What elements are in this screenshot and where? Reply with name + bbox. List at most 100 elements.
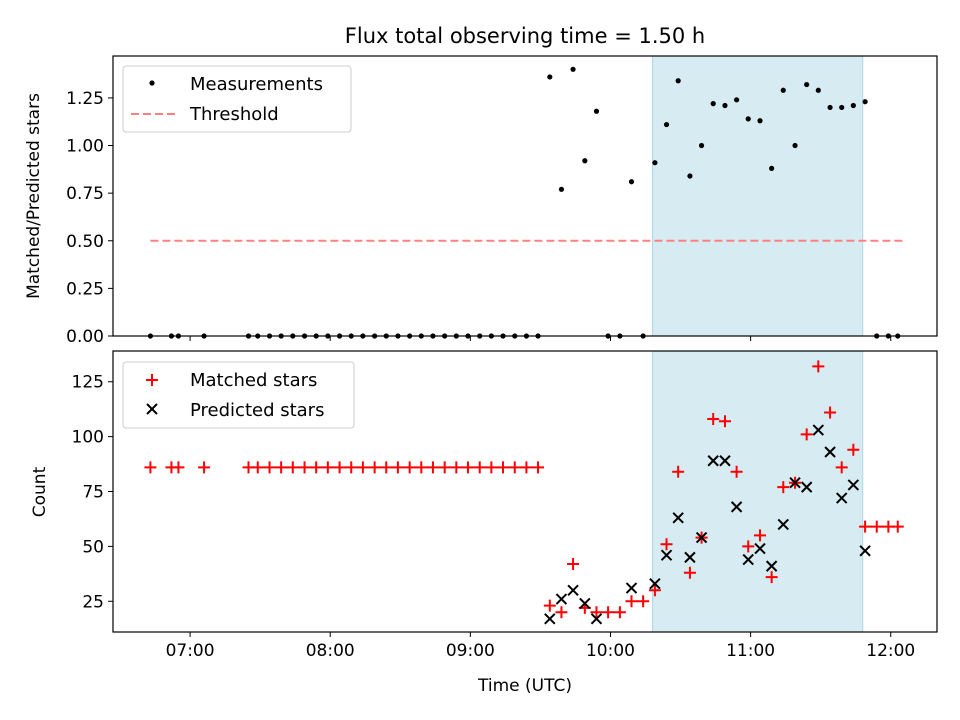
matched-star-point bbox=[198, 461, 211, 474]
bottom-legend-box bbox=[122, 361, 355, 429]
bottom-axes-frame bbox=[112, 350, 938, 633]
predicted-star-point bbox=[649, 577, 661, 590]
measurement-point bbox=[663, 121, 670, 128]
matched-star-point bbox=[543, 599, 556, 612]
predicted-star-point bbox=[590, 613, 603, 625]
top-axes-frame bbox=[112, 55, 938, 337]
matched-star-point bbox=[555, 606, 568, 619]
predicted-star-point bbox=[847, 479, 860, 491]
x-tick-label: 07:00 bbox=[166, 641, 215, 661]
matched-star-point bbox=[800, 428, 813, 441]
measurement-point bbox=[745, 116, 751, 122]
predicted-star-point bbox=[835, 492, 848, 504]
predicted-star-point bbox=[695, 531, 708, 544]
measurement-point bbox=[698, 142, 705, 149]
matched-star-point bbox=[496, 461, 509, 474]
matched-star-point bbox=[321, 461, 334, 474]
bottom-panel: 25 50 75 100 125 07:00 08:00 09:00 10:00 11:00 12… bbox=[30, 350, 938, 696]
matched-star-point bbox=[812, 360, 825, 373]
matched-star-point bbox=[567, 557, 580, 570]
matched-star-point bbox=[426, 461, 439, 474]
matched-star-point bbox=[602, 606, 615, 619]
matched-star-point bbox=[777, 481, 790, 494]
measurement-point bbox=[593, 108, 600, 114]
top-y-axis-label: Matched/Predicted stars bbox=[24, 93, 44, 299]
matched-star-point bbox=[461, 461, 474, 474]
measurement-point bbox=[547, 74, 553, 80]
measurements-legend-marker bbox=[149, 80, 155, 86]
x-tick-label: 12:00 bbox=[866, 641, 915, 661]
matched-star-point bbox=[859, 520, 872, 533]
measurement-point bbox=[839, 104, 845, 111]
bottom-y-ticks: 25 50 75 100 125 bbox=[72, 373, 113, 612]
predicted-star-point bbox=[625, 582, 638, 594]
top-legend: Measurements Threshold bbox=[122, 65, 352, 133]
matched-star-point bbox=[251, 461, 264, 474]
matched-star-point bbox=[718, 415, 731, 428]
matched-star-point bbox=[356, 461, 369, 474]
matched-star-point bbox=[172, 461, 185, 474]
matched-star-point bbox=[368, 461, 381, 474]
x-tick-label: 10:00 bbox=[586, 641, 635, 661]
y-tick-label: 0.00 bbox=[66, 327, 104, 347]
predicted-star-point bbox=[684, 551, 696, 564]
predicted-star-point bbox=[777, 518, 789, 531]
predicted-stars-legend-marker bbox=[146, 403, 158, 415]
predicted-star-point bbox=[555, 593, 568, 605]
matched-stars-legend-marker bbox=[146, 374, 158, 386]
matched-star-point bbox=[590, 606, 603, 619]
highlight-span bbox=[652, 350, 864, 633]
matched-star-point bbox=[275, 461, 288, 474]
matched-star-point bbox=[263, 461, 276, 474]
matched-star-point bbox=[648, 584, 661, 597]
measurement-point bbox=[850, 102, 856, 109]
matched-star-point bbox=[660, 538, 673, 551]
predicted-star-point bbox=[800, 481, 813, 493]
y-tick-label: 50 bbox=[82, 537, 104, 557]
matched-star-point bbox=[286, 461, 299, 474]
predicted-star-points bbox=[544, 424, 871, 625]
measurement-point bbox=[815, 87, 821, 93]
measurement-point bbox=[780, 87, 786, 93]
matched-star-point bbox=[508, 461, 521, 474]
predicted-star-point bbox=[579, 597, 591, 610]
measurement-point bbox=[722, 102, 728, 109]
bottom-highlight-span bbox=[652, 350, 864, 633]
x-tick-label: 08:00 bbox=[306, 641, 355, 661]
matched-star-point bbox=[520, 461, 533, 474]
matched-star-point bbox=[345, 461, 358, 474]
measurement-point bbox=[652, 160, 658, 166]
predicted-stars-legend-label: Predicted stars bbox=[190, 400, 324, 421]
measurement-point bbox=[862, 99, 868, 105]
predicted-star-point bbox=[742, 553, 754, 566]
y-tick-label: 1.25 bbox=[66, 89, 104, 109]
bottom-y-axis-label: Count bbox=[30, 466, 50, 517]
measurement-point bbox=[769, 165, 775, 171]
matched-star-point bbox=[438, 461, 451, 474]
measurement-point bbox=[827, 104, 833, 111]
chart-title: Flux total observing time = 1.50 h bbox=[345, 24, 705, 48]
predicted-star-point bbox=[730, 501, 743, 513]
matched-star-point bbox=[391, 461, 404, 474]
matched-star-point bbox=[672, 465, 685, 478]
matched-star-point bbox=[847, 443, 860, 456]
threshold-legend-label: Threshold bbox=[189, 104, 279, 125]
predicted-star-point bbox=[719, 455, 731, 467]
matched-star-point bbox=[532, 461, 545, 474]
y-tick-label: 75 bbox=[82, 483, 104, 503]
predicted-star-point bbox=[789, 477, 801, 489]
matched-star-point bbox=[891, 520, 904, 533]
matched-star-point bbox=[473, 461, 486, 474]
top-legend-box bbox=[122, 65, 352, 133]
y-tick-label: 1.00 bbox=[66, 137, 104, 157]
top-highlight-span bbox=[652, 55, 864, 337]
matched-star-point bbox=[144, 461, 157, 474]
predicted-star-point bbox=[754, 542, 766, 555]
measurement-point bbox=[757, 118, 763, 124]
predicted-star-point bbox=[544, 613, 556, 625]
y-tick-label: 0.75 bbox=[66, 184, 104, 204]
matched-star-point bbox=[835, 461, 848, 474]
matched-stars-legend-label: Matched stars bbox=[190, 370, 317, 391]
measurement-point bbox=[558, 186, 565, 192]
